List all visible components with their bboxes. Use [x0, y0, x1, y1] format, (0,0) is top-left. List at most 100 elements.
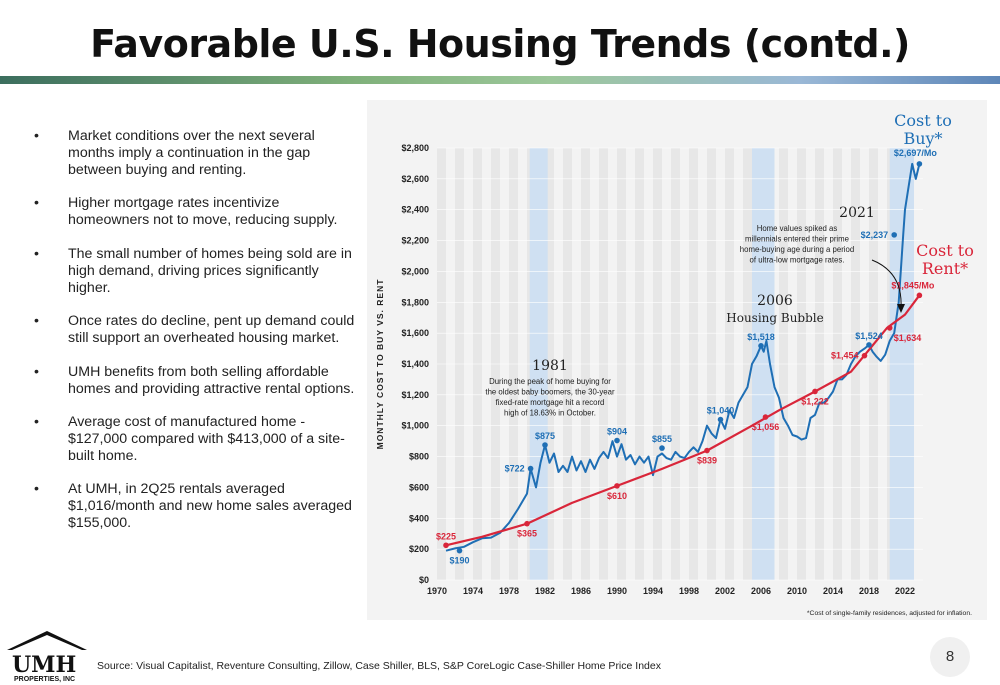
data-label-rent: $1,634	[894, 333, 922, 343]
annotation-text: Housing Bubble	[726, 311, 824, 325]
bullet-item: Average cost of manufactured home - $127…	[30, 414, 360, 465]
y-tick-label: $1,200	[401, 390, 429, 400]
x-tick-label: 2002	[715, 586, 735, 596]
data-point-buy	[614, 437, 620, 444]
legend-buy: Buy*	[903, 129, 942, 148]
title-divider	[0, 76, 1000, 84]
series-line-rent	[445, 294, 921, 547]
annotation-text: millennials entered their prime	[745, 235, 849, 244]
data-point-rent	[443, 542, 449, 549]
y-tick-label: $2,400	[401, 205, 429, 215]
x-tick-label: 1978	[499, 586, 519, 596]
data-point-buy	[891, 232, 897, 238]
data-point-buy	[758, 342, 764, 349]
data-label-buy: $1,040	[707, 406, 735, 416]
x-tick-label: 1982	[535, 586, 555, 596]
annotation-arrowhead-icon	[897, 304, 905, 313]
y-tick-label: $600	[409, 482, 429, 492]
data-point-rent	[614, 483, 620, 489]
logo-subtext: PROPERTIES, INC	[14, 676, 75, 683]
y-tick-label: $200	[409, 544, 429, 554]
annotation-text: Home values spiked as	[757, 224, 838, 233]
legend-rent: Cost to	[916, 241, 974, 260]
umh-logo: UMH PROPERTIES, INC	[7, 631, 87, 683]
annotation-text: of ultra-low mortgage rates.	[750, 256, 845, 265]
x-tick-label: 2014	[823, 586, 843, 596]
data-label-rent: $1,845/Mo	[891, 280, 935, 290]
data-label-buy: $1,518	[747, 332, 775, 342]
data-label-buy: $855	[652, 434, 672, 444]
annotation-year: 2006	[757, 293, 793, 309]
data-point-rent	[762, 414, 769, 420]
data-label-buy: $2,237	[861, 230, 889, 240]
y-tick-label: $2,200	[401, 236, 429, 246]
y-tick-label: $2,800	[401, 143, 429, 153]
page-title: Favorable U.S. Housing Trends (contd.)	[90, 22, 910, 66]
x-tick-label: 1974	[463, 586, 483, 596]
data-point-rent	[524, 520, 530, 527]
data-point-rent	[916, 292, 923, 299]
bullet-item: Once rates do decline, pent up demand co…	[30, 313, 360, 347]
y-tick-label: $2,000	[401, 266, 429, 276]
legend-buy: Cost to	[894, 111, 952, 130]
data-point-buy	[659, 445, 665, 451]
x-tick-label: 2006	[751, 586, 771, 596]
annotation-text: home-buying age during a period	[740, 245, 854, 254]
data-label-rent: $1,222	[801, 396, 829, 406]
legend-rent: Rent*	[922, 259, 968, 278]
data-label-buy: $875	[535, 431, 555, 441]
data-point-buy	[717, 416, 724, 423]
data-label-buy: $190	[449, 556, 469, 566]
x-tick-label: 1990	[607, 586, 627, 596]
annotation-text: During the peak of home buying for	[489, 377, 611, 386]
data-label-rent: $1,056	[752, 422, 780, 432]
y-axis-label: MONTHLY COST TO BUY VS. RENT	[375, 279, 385, 450]
source-note: Source: Visual Capitalist, Reventure Con…	[97, 660, 661, 672]
x-tick-label: 2010	[787, 586, 807, 596]
series-line-buy	[445, 162, 921, 552]
y-tick-label: $400	[409, 513, 429, 523]
y-tick-label: $800	[409, 452, 429, 462]
annotation-text: the oldest baby boomers, the 30-year	[485, 388, 615, 397]
bullet-item: The small number of homes being sold are…	[30, 246, 360, 297]
annotation-year: 2021	[839, 205, 875, 221]
y-tick-label: $1,000	[401, 421, 429, 431]
data-label-buy: $1,524	[855, 331, 883, 341]
data-point-rent	[861, 352, 868, 359]
data-label-rent: $839	[697, 456, 717, 466]
annotation-text: fixed-rate mortgage hit a record	[496, 398, 605, 407]
bullet-item: UMH benefits from both selling affordabl…	[30, 364, 360, 398]
bullet-item: Higher mortgage rates incentivize homeow…	[30, 195, 360, 229]
annotation-text: high of 18.63% in October.	[504, 409, 596, 418]
data-label-rent: $1,454	[831, 351, 859, 361]
data-label-rent: $225	[436, 531, 456, 541]
x-tick-label: 1986	[571, 586, 591, 596]
data-label-buy: $2,697/Mo	[894, 148, 938, 158]
page-number: 8	[930, 637, 970, 677]
y-tick-label: $0	[419, 575, 429, 585]
bullet-item: At UMH, in 2Q25 rentals averaged $1,016/…	[30, 481, 360, 532]
data-label-buy: $722	[505, 464, 525, 474]
bullet-item: Market conditions over the next several …	[30, 128, 360, 179]
data-point-buy	[527, 465, 534, 472]
annotation-arrow	[871, 259, 902, 309]
y-tick-label: $2,600	[401, 174, 429, 184]
data-point-buy	[916, 161, 923, 167]
bullet-list: Market conditions over the next several …	[30, 128, 360, 549]
chart-svg: $0 $200 $400 $600 $800 $1,000 $1,200 $1,400 $1,6…	[375, 111, 974, 617]
housing-cost-chart: $0 $200 $400 $600 $800 $1,000 $1,200 $1,400 $1,6…	[367, 100, 987, 620]
chart-footnote: *Cost of single-family residences, adjus…	[807, 610, 972, 617]
data-point-rent	[704, 447, 710, 454]
data-label-buy: $904	[607, 427, 627, 437]
annotation-year: 1981	[532, 358, 568, 374]
x-tick-label: 1970	[427, 586, 447, 596]
y-tick-label: $1,400	[401, 359, 429, 369]
y-tick-label: $1,600	[401, 328, 429, 338]
data-point-rent	[812, 388, 818, 395]
data-point-rent	[886, 325, 893, 331]
data-point-buy	[456, 547, 463, 554]
y-tick-label: $1,800	[401, 297, 429, 307]
x-tick-label: 2018	[859, 586, 879, 596]
logo-text: UMH	[12, 652, 76, 678]
data-point-buy	[866, 342, 872, 348]
